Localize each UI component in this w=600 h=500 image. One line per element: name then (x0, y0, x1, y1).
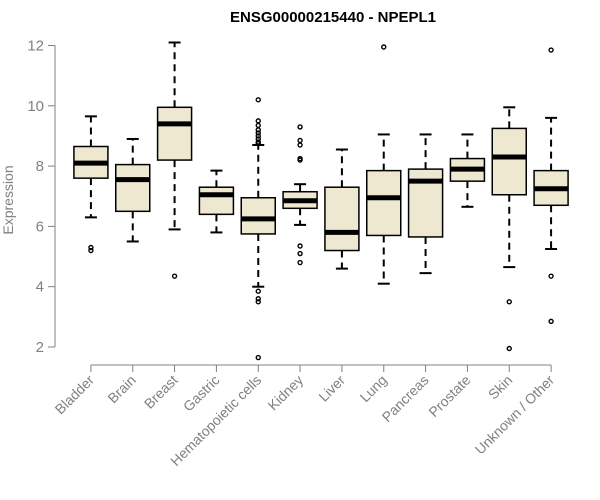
y-tick-label: 4 (36, 279, 44, 296)
iqr-box (491, 127, 527, 196)
outlier-point (171, 273, 178, 279)
box-group-pancreas (407, 133, 444, 275)
box-group-skin (491, 106, 527, 352)
iqr-box (198, 186, 235, 216)
outlier-point (297, 250, 303, 257)
x-tick-label: Lung (357, 372, 390, 405)
x-tick-label: Prostate (425, 372, 473, 420)
outlier-point (255, 127, 261, 133)
outlier-point (255, 299, 261, 305)
box-group-liver (324, 148, 360, 270)
iqr-box (366, 169, 402, 237)
x-tick-label: Breast (141, 372, 181, 412)
outlier-point (297, 142, 303, 148)
outlier-point (297, 243, 303, 249)
boxes-group (73, 41, 569, 361)
iqr-box (240, 197, 276, 235)
outlier-point (88, 244, 94, 251)
box-group-bladder (73, 115, 109, 254)
y-axis: 2 4 6 8 10 12 (27, 38, 56, 356)
x-tick-label: Skin (485, 372, 516, 403)
y-tick-label: 6 (36, 218, 44, 235)
box-group-breast (156, 41, 193, 279)
y-tick-label: 10 (27, 98, 44, 115)
box-group-prostate (449, 133, 486, 208)
chart-title: ENSG00000215440 - NPEPL1 (230, 9, 436, 26)
x-tick-label: Pancreas (379, 372, 432, 425)
x-tick-label: Bladder (52, 372, 98, 418)
outlier-point (255, 133, 261, 139)
box-group-brain (115, 137, 151, 243)
outlier-point (255, 97, 261, 103)
outlier-point (548, 47, 554, 53)
iqr-box (115, 163, 151, 213)
y-tick-label: 8 (36, 158, 44, 175)
outlier-point (297, 259, 303, 266)
x-tick-label: Kidney (265, 372, 307, 414)
outlier-point (255, 354, 261, 361)
outlier-point (255, 296, 261, 302)
x-tick-label: Unknown / Other (472, 372, 558, 458)
iqr-box (156, 106, 193, 161)
x-tick-label: Brain (104, 372, 138, 406)
outlier-point (255, 288, 261, 294)
box-group-unknown-other (533, 47, 569, 325)
outlier-point (548, 318, 554, 325)
outlier-point (297, 157, 303, 163)
y-tick-label: 12 (27, 38, 44, 55)
iqr-box (324, 186, 360, 252)
x-tick-label: Liver (315, 372, 348, 405)
outlier-point (255, 118, 261, 124)
y-tick-label: 2 (36, 339, 44, 356)
outlier-point (506, 299, 512, 305)
outlier-point (381, 44, 387, 50)
outlier-point (297, 124, 303, 130)
outlier-point (548, 273, 554, 279)
box-group-hematopoietic-cells (240, 97, 276, 361)
outlier-point (88, 247, 94, 254)
outlier-point (255, 130, 261, 136)
box-group-gastric (198, 169, 235, 234)
box-group-lung (366, 44, 402, 285)
outlier-point (297, 137, 303, 144)
box-group-kidney (282, 124, 318, 266)
outlier-point (506, 345, 512, 352)
outlier-point (255, 140, 261, 147)
outlier-point (255, 122, 261, 129)
y-axis-label: Expression (0, 165, 16, 234)
